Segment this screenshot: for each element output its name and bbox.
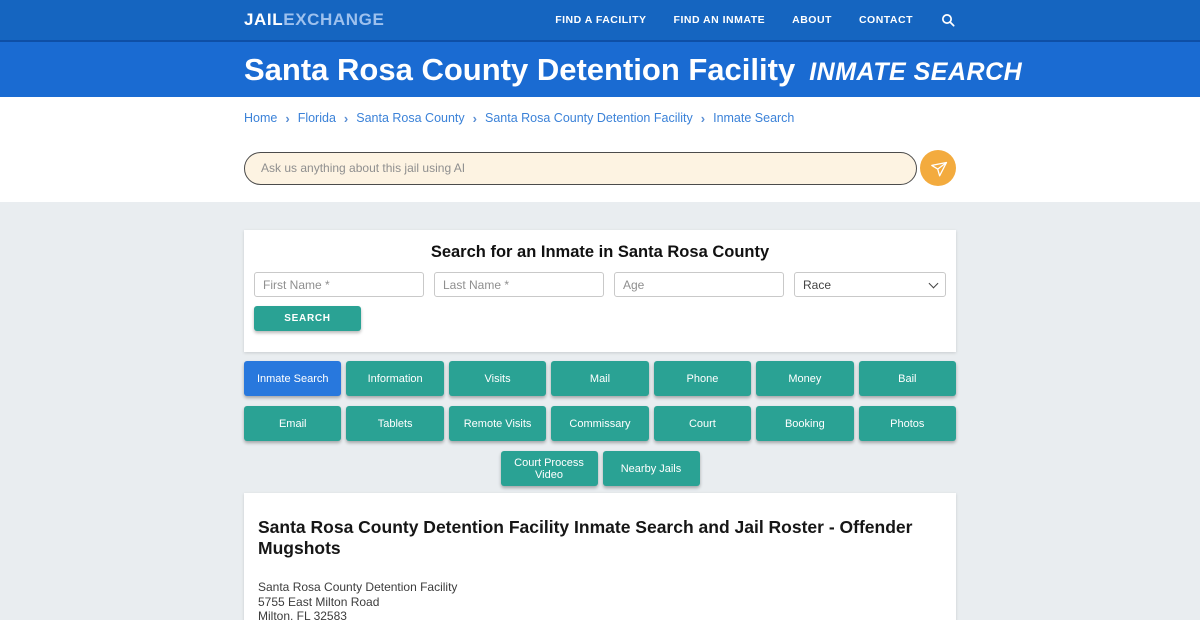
tab-photos[interactable]: Photos (858, 406, 956, 441)
facility-address: Santa Rosa County Detention Facility 575… (258, 580, 942, 620)
breadcrumb-ai-section: Home › Florida › Santa Rosa County › San… (0, 97, 1200, 202)
tab-phone[interactable]: Phone (653, 361, 752, 396)
tab-information[interactable]: Information (346, 361, 444, 396)
chevron-right-icon: › (343, 110, 349, 126)
last-name-field[interactable] (434, 272, 604, 297)
facility-title: Santa Rosa County Detention Facility (244, 51, 796, 87)
tab-row-2: Email Tablets Remote Visits Commissary C… (244, 406, 956, 441)
race-select-wrap: Race (794, 272, 946, 297)
facility-tabs: Inmate Search Information Visits Mail Ph… (244, 361, 956, 486)
page-title-banner: Santa Rosa County Detention Facility INM… (0, 42, 1200, 97)
main-content: Search for an Inmate in Santa Rosa Count… (0, 202, 1200, 620)
breadcrumb-inmate-search[interactable]: Inmate Search (713, 111, 795, 125)
tab-nearby-jails[interactable]: Nearby Jails (602, 451, 700, 486)
jailexchange-logo[interactable]: JAILEXCHANGE (244, 10, 384, 30)
tab-mail[interactable]: Mail (551, 361, 649, 396)
breadcrumb: Home › Florida › Santa Rosa County › San… (244, 111, 956, 125)
facility-street: 5755 East Milton Road (258, 594, 380, 609)
race-select[interactable]: Race (794, 272, 946, 297)
main-nav: FIND A FACILITY FIND AN INMATE ABOUT CON… (555, 12, 956, 28)
facility-info-card: Santa Rosa County Detention Facility Inm… (244, 493, 956, 620)
ai-question-bar (244, 150, 956, 186)
breadcrumb-county[interactable]: Santa Rosa County (356, 111, 465, 125)
nav-about[interactable]: ABOUT (792, 14, 832, 26)
inmate-search-card: Search for an Inmate in Santa Rosa Count… (244, 230, 956, 352)
tab-booking[interactable]: Booking (756, 406, 854, 441)
nav-find-an-inmate[interactable]: FIND AN INMATE (673, 14, 766, 26)
facility-name: Santa Rosa County Detention Facility (258, 580, 458, 594)
logo-exchange-text: EXCHANGE (283, 10, 385, 29)
tab-inmate-search[interactable]: Inmate Search (244, 361, 342, 396)
search-icon[interactable] (940, 12, 956, 28)
search-button[interactable]: SEARCH (254, 306, 361, 331)
paper-plane-icon (930, 160, 947, 177)
tab-court-process-video[interactable]: Court Process Video (500, 451, 598, 486)
age-field[interactable] (614, 272, 784, 297)
chevron-right-icon: › (472, 110, 477, 126)
chevron-right-icon: › (700, 110, 706, 126)
tab-row-1: Inmate Search Information Visits Mail Ph… (244, 361, 956, 396)
tab-row-3: Court Process Video Nearby Jails (244, 451, 956, 486)
tab-remote-visits[interactable]: Remote Visits (448, 406, 547, 441)
search-fields-row: Race (254, 272, 946, 297)
top-header: JAILEXCHANGE FIND A FACILITY FIND AN INM… (0, 0, 1200, 42)
breadcrumb-florida[interactable]: Florida (297, 111, 336, 125)
inmate-search-subtitle: INMATE SEARCH (809, 57, 1023, 86)
ai-question-input[interactable] (244, 151, 917, 185)
page-title: Santa Rosa County Detention Facility INM… (244, 51, 1022, 88)
nav-find-a-facility[interactable]: FIND A FACILITY (555, 14, 647, 26)
first-name-field[interactable] (254, 272, 424, 297)
ai-send-button[interactable] (920, 150, 956, 186)
tab-tablets[interactable]: Tablets (346, 406, 444, 441)
tab-money[interactable]: Money (756, 361, 854, 396)
tab-commissary[interactable]: Commissary (551, 406, 649, 441)
tab-bail[interactable]: Bail (858, 361, 956, 396)
facility-info-heading: Santa Rosa County Detention Facility Inm… (258, 517, 913, 558)
tab-visits[interactable]: Visits (448, 361, 547, 396)
facility-city-state-zip: Milton, FL 32583 (258, 609, 347, 620)
nav-contact[interactable]: CONTACT (858, 14, 913, 26)
tab-court[interactable]: Court (653, 406, 752, 441)
logo-jail-text: JAIL (244, 10, 284, 29)
chevron-right-icon: › (285, 110, 290, 126)
breadcrumb-home[interactable]: Home (244, 111, 278, 125)
breadcrumb-facility[interactable]: Santa Rosa County Detention Facility (485, 111, 693, 125)
tab-email[interactable]: Email (244, 406, 342, 441)
search-card-title: Search for an Inmate in Santa Rosa Count… (430, 243, 770, 261)
